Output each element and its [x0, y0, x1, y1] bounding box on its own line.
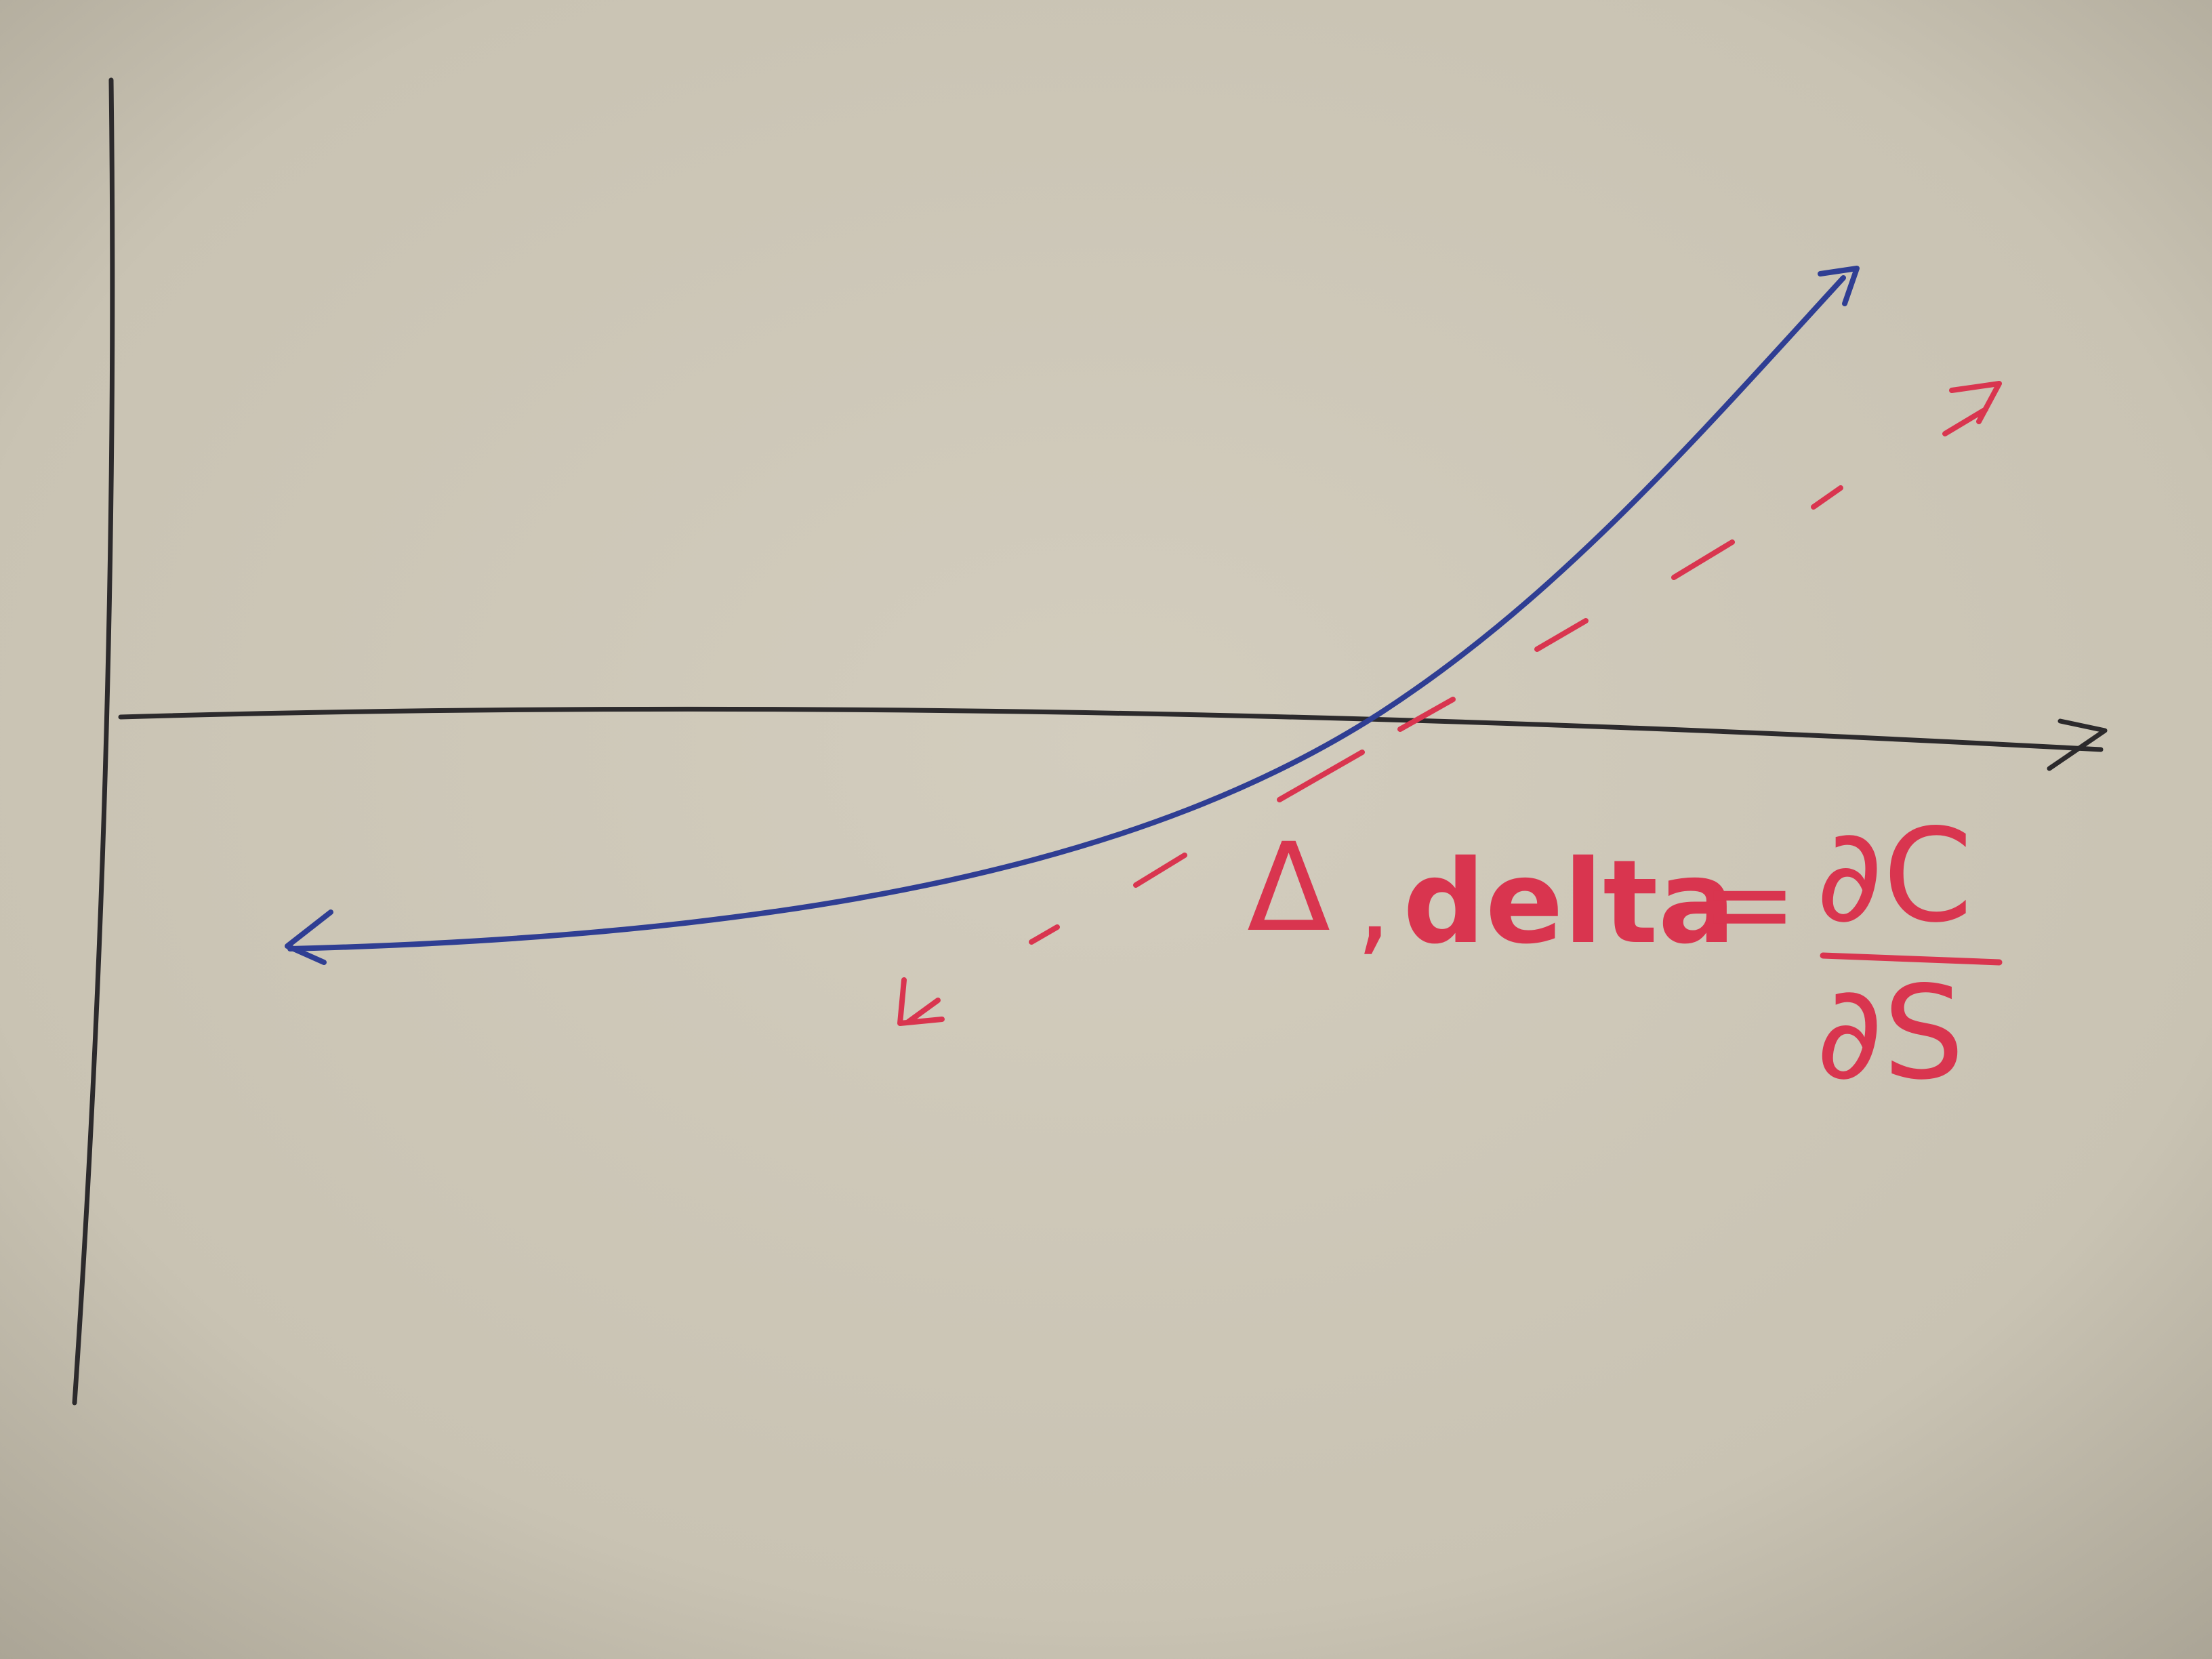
- tangent-line: [905, 407, 1988, 1025]
- annotation-equals: =: [1701, 837, 1797, 971]
- fraction-bar: [1820, 952, 2003, 966]
- y-axis: [72, 77, 115, 1406]
- x-axis: [118, 706, 2104, 752]
- annotation-word: delta: [1403, 836, 1736, 970]
- fraction-denominator: ∂S: [1816, 958, 1965, 1108]
- delta-symbol: Δ: [1247, 817, 1330, 959]
- value-curve: [287, 275, 1846, 951]
- value-curve-right-arrowhead: [1818, 266, 1860, 306]
- value-curve-left-arrowhead: [285, 909, 333, 965]
- fraction-numerator: ∂C: [1816, 801, 1973, 951]
- tangent-line-lower-arrowhead: [897, 977, 945, 1026]
- tangent-line-upper-arrowhead: [1949, 381, 2002, 424]
- annotation-comma: ,: [1355, 834, 1392, 968]
- x-axis-arrowhead: [2047, 718, 2108, 771]
